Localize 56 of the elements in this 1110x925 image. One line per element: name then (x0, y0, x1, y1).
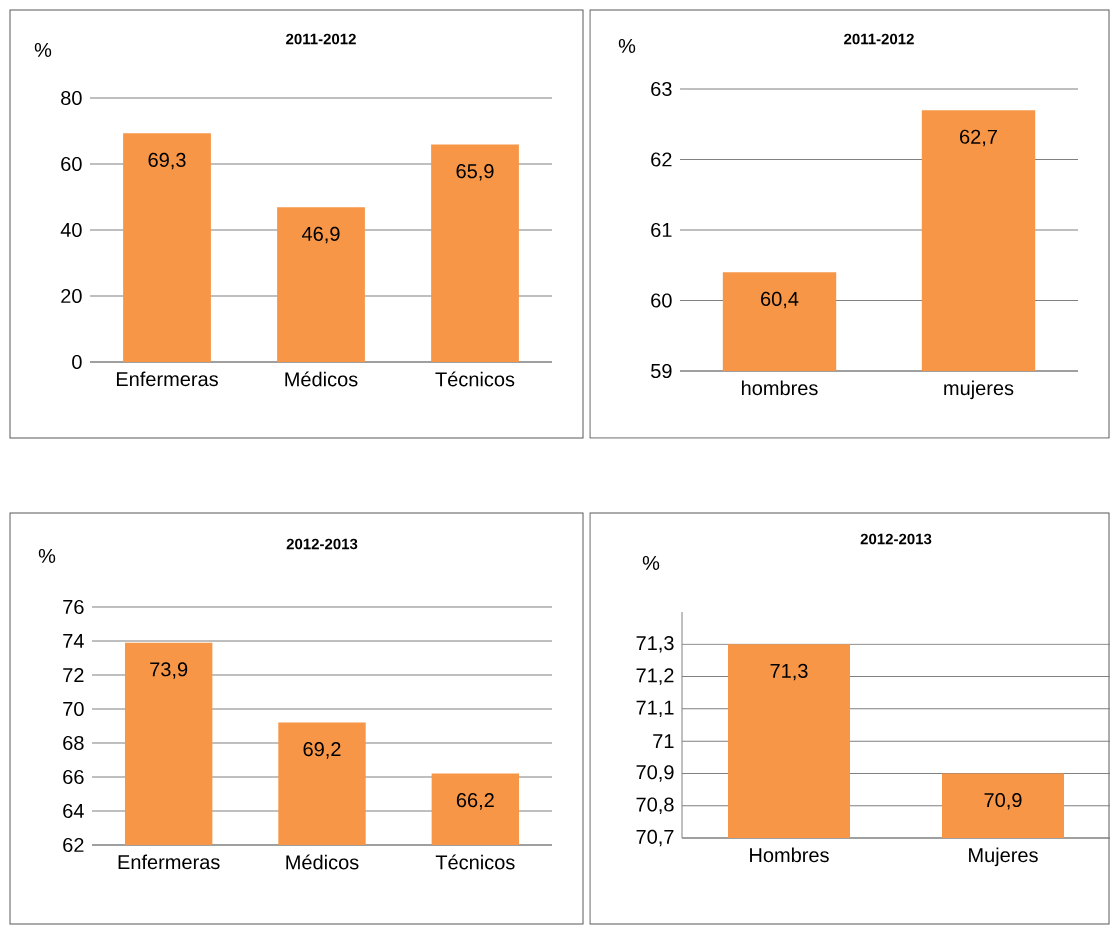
data-label: 46,9 (302, 226, 340, 244)
data-label: 69,2 (303, 742, 341, 759)
y-tick-label: 76 (63, 599, 84, 615)
y-tick-label: 68 (63, 735, 84, 751)
y-tick-label: 40 (60, 222, 82, 238)
x-tick-label: mujeres (944, 380, 1014, 400)
y-tick-label: 70 (63, 701, 84, 717)
y-tick-label: 71,1 (636, 700, 674, 717)
y-tick-label: 70,7 (636, 829, 674, 847)
x-tick-label: Técnicos (435, 371, 515, 387)
y-tick-label: 74 (63, 634, 84, 648)
chart-title: 2011-2012 (286, 33, 356, 45)
chart-title: 2012-2013 (860, 533, 932, 545)
y-tick-label: 71 (653, 734, 674, 749)
y-tick-label: 59 (651, 363, 672, 379)
y-tick-label: 61 (651, 222, 672, 238)
bar (123, 133, 211, 362)
data-label: 66,2 (456, 793, 494, 810)
data-label: 71,3 (770, 663, 808, 681)
x-tick-label: Médicos (285, 371, 358, 387)
chart-title: 2011-2012 (844, 33, 914, 45)
y-tick-label: 71,3 (636, 636, 674, 653)
chart-title: 2012-2013 (286, 538, 358, 550)
y-tick-label: 70,9 (636, 765, 674, 782)
data-label: 60,4 (761, 291, 799, 309)
y-tick-label: 64 (63, 803, 84, 819)
data-label: 69,3 (148, 152, 186, 170)
y-axis-title: % (34, 42, 52, 57)
y-tick-label: 62 (651, 152, 672, 167)
y-tick-label: 72 (63, 668, 84, 682)
x-tick-label: Hombres (750, 847, 829, 863)
y-tick-label: 80 (61, 90, 82, 106)
x-tick-label: hombres (741, 380, 818, 396)
y-tick-label: 60 (61, 156, 82, 172)
y-tick-label: 20 (61, 288, 82, 304)
y-axis-title: % (38, 548, 56, 563)
bar (277, 207, 365, 362)
bar (431, 144, 519, 362)
x-tick-label: Enfermeras (118, 854, 220, 870)
y-tick-label: 71,2 (636, 668, 674, 685)
y-axis-title: % (618, 38, 636, 53)
x-tick-label: Técnicos (435, 854, 515, 870)
y-tick-label: 62 (63, 837, 84, 853)
data-label: 73,9 (150, 662, 188, 679)
x-tick-label: Mujeres (969, 847, 1038, 867)
y-tick-label: 70,8 (636, 797, 674, 814)
y-tick-label: 60 (651, 293, 672, 308)
y-tick-label: 63 (651, 81, 672, 97)
data-label: 62,7 (960, 129, 997, 147)
y-tick-label: 0 (72, 354, 82, 370)
data-label: 65,9 (456, 164, 494, 181)
x-tick-label: Médicos (286, 854, 359, 870)
y-axis-title: % (642, 555, 660, 570)
y-tick-label: 66 (63, 769, 84, 785)
data-label: 70,9 (984, 792, 1022, 810)
x-tick-label: Enfermeras (116, 371, 218, 387)
